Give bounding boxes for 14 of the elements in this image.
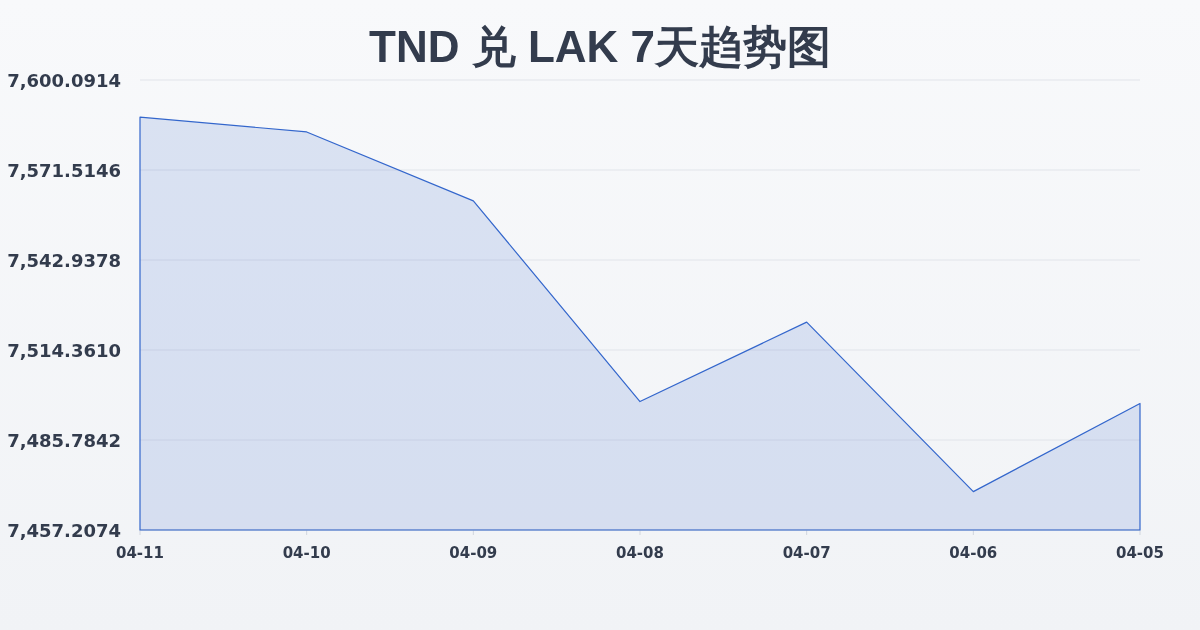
x-tick-label: 04-10 xyxy=(282,544,331,562)
x-tick-label: 04-05 xyxy=(1116,544,1164,562)
x-tick-label: 04-09 xyxy=(449,544,498,562)
x-tick-label: 04-08 xyxy=(616,544,664,562)
y-tick-label: 7,457.2074 xyxy=(7,520,121,541)
y-tick-label: 7,514.3610 xyxy=(7,340,121,361)
y-tick-label: 7,571.5146 xyxy=(7,160,121,181)
title: TND 兑 LAK 7天趋势图 xyxy=(369,22,831,71)
y-tick-label: 7,542.9378 xyxy=(7,250,121,271)
x-tick-label: 04-06 xyxy=(949,544,998,562)
x-tick-label: 04-11 xyxy=(116,544,164,562)
x-tick-label: 04-07 xyxy=(782,544,831,562)
y-tick-label: 7,600.0914 xyxy=(7,70,121,91)
y-tick-label: 7,485.7842 xyxy=(7,430,121,451)
